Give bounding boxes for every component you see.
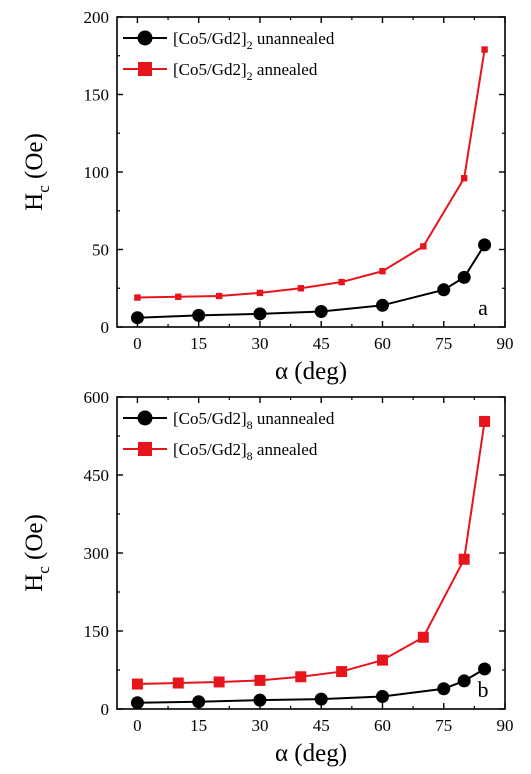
data-point — [134, 294, 141, 301]
x-tick-label: 30 — [251, 334, 268, 353]
legend-label-sub: 2 — [247, 38, 253, 52]
data-point — [215, 292, 223, 300]
data-point — [253, 693, 267, 707]
data-point — [376, 654, 388, 666]
data-point — [297, 285, 304, 292]
legend-label-sub: 8 — [247, 449, 253, 463]
x-tick-label: 60 — [374, 716, 391, 735]
data-point — [417, 631, 429, 643]
y-tick-label: 150 — [84, 86, 110, 105]
series-line — [137, 421, 486, 686]
series-line — [137, 49, 486, 299]
y-tick-label: 600 — [84, 388, 110, 407]
data-point — [457, 674, 471, 688]
x-axis-label: α (deg) — [275, 358, 347, 385]
data-point — [338, 278, 345, 286]
legend-marker — [138, 62, 152, 76]
series-line — [137, 244, 486, 319]
x-tick-label: 0 — [133, 716, 142, 735]
series-line — [137, 668, 486, 704]
x-tick-label: 45 — [313, 334, 330, 353]
data-point — [375, 298, 389, 312]
data-point — [172, 677, 184, 689]
legend-marker — [137, 30, 153, 46]
panel-label: a — [478, 295, 488, 320]
panel-label: b — [478, 677, 489, 702]
y-tick-label: 200 — [84, 8, 110, 27]
data-point — [437, 283, 451, 297]
y-tick-label: 0 — [101, 318, 110, 337]
data-point — [379, 268, 386, 275]
data-point — [375, 690, 389, 704]
x-tick-label: 75 — [435, 716, 452, 735]
x-tick-label: 60 — [374, 334, 391, 353]
data-point — [130, 311, 144, 325]
data-point — [460, 175, 468, 182]
y-axis-label: Hc (Oe) — [21, 133, 53, 211]
legend-label: [Co5/Gd2]2 unannealed — [173, 29, 335, 52]
legend-label-main: [Co5/Gd2] — [173, 409, 247, 428]
x-tick-label: 45 — [313, 716, 330, 735]
legend-label-tail: unannealed — [253, 409, 335, 428]
y-tick-label: 450 — [84, 466, 110, 485]
data-point — [336, 666, 348, 678]
data-point — [458, 553, 470, 565]
data-point — [457, 270, 471, 284]
x-tick-label: 15 — [190, 716, 207, 735]
data-point — [254, 674, 266, 686]
data-point — [479, 415, 491, 427]
y-axis-label-unit: (Oe) — [21, 133, 48, 185]
data-point — [437, 682, 451, 696]
y-axis-label-sub: c — [34, 566, 53, 574]
y-axis-label-main: H — [21, 193, 48, 211]
legend-label-main: [Co5/Gd2] — [173, 60, 247, 79]
y-axis-label-sub: c — [34, 185, 53, 193]
data-point — [253, 307, 267, 321]
legend-label-sub: 2 — [247, 69, 253, 83]
x-tick-label: 30 — [251, 716, 268, 735]
data-point — [131, 678, 143, 690]
legend-label-tail: unannealed — [253, 29, 335, 48]
data-point — [192, 695, 206, 709]
data-point — [192, 308, 206, 322]
data-point — [213, 676, 225, 688]
x-tick-label: 90 — [497, 334, 514, 353]
x-tick-label: 90 — [497, 716, 514, 735]
x-tick-label: 75 — [435, 334, 452, 353]
legend-label-main: [Co5/Gd2] — [173, 29, 247, 48]
y-axis-label-unit: (Oe) — [21, 514, 48, 566]
y-tick-label: 0 — [101, 700, 110, 719]
legend-label-sub: 8 — [247, 418, 253, 432]
x-tick-label: 0 — [133, 334, 142, 353]
data-point — [295, 671, 307, 683]
data-point — [478, 238, 492, 252]
data-point — [481, 46, 488, 53]
data-point — [420, 243, 427, 250]
y-tick-label: 50 — [92, 241, 109, 260]
x-tick-label: 15 — [190, 334, 207, 353]
legend-label: [Co5/Gd2]8 unannealed — [173, 409, 335, 432]
x-axis-label: α (deg) — [275, 740, 347, 767]
data-point — [478, 662, 492, 676]
data-point — [256, 289, 264, 297]
data-point — [314, 305, 328, 318]
legend-marker — [138, 442, 152, 456]
y-tick-label: 150 — [84, 622, 110, 641]
panel-a: 0 15 30 45 60 75 90 0 50 100 150 200 α (deg) Hc (Oe) a… — [21, 8, 514, 385]
y-tick-label: 300 — [84, 544, 110, 563]
legend-marker — [137, 410, 153, 426]
data-point — [314, 692, 328, 706]
legend-label-tail: annealed — [253, 60, 318, 79]
data-point — [175, 293, 182, 300]
legend-label: [Co5/Gd2]8 annealed — [173, 440, 318, 463]
legend-label-main: [Co5/Gd2] — [173, 440, 247, 459]
y-axis-label: Hc (Oe) — [21, 514, 53, 592]
legend-label: [Co5/Gd2]2 annealed — [173, 60, 318, 83]
data-point — [130, 696, 144, 710]
panel-b: 0 15 30 45 60 75 90 0 150 300 450 600 α (deg) Hc (Oe)… — [21, 388, 514, 767]
legend-label-tail: annealed — [253, 440, 318, 459]
y-axis-label-main: H — [21, 574, 48, 592]
y-tick-label: 100 — [84, 163, 110, 182]
